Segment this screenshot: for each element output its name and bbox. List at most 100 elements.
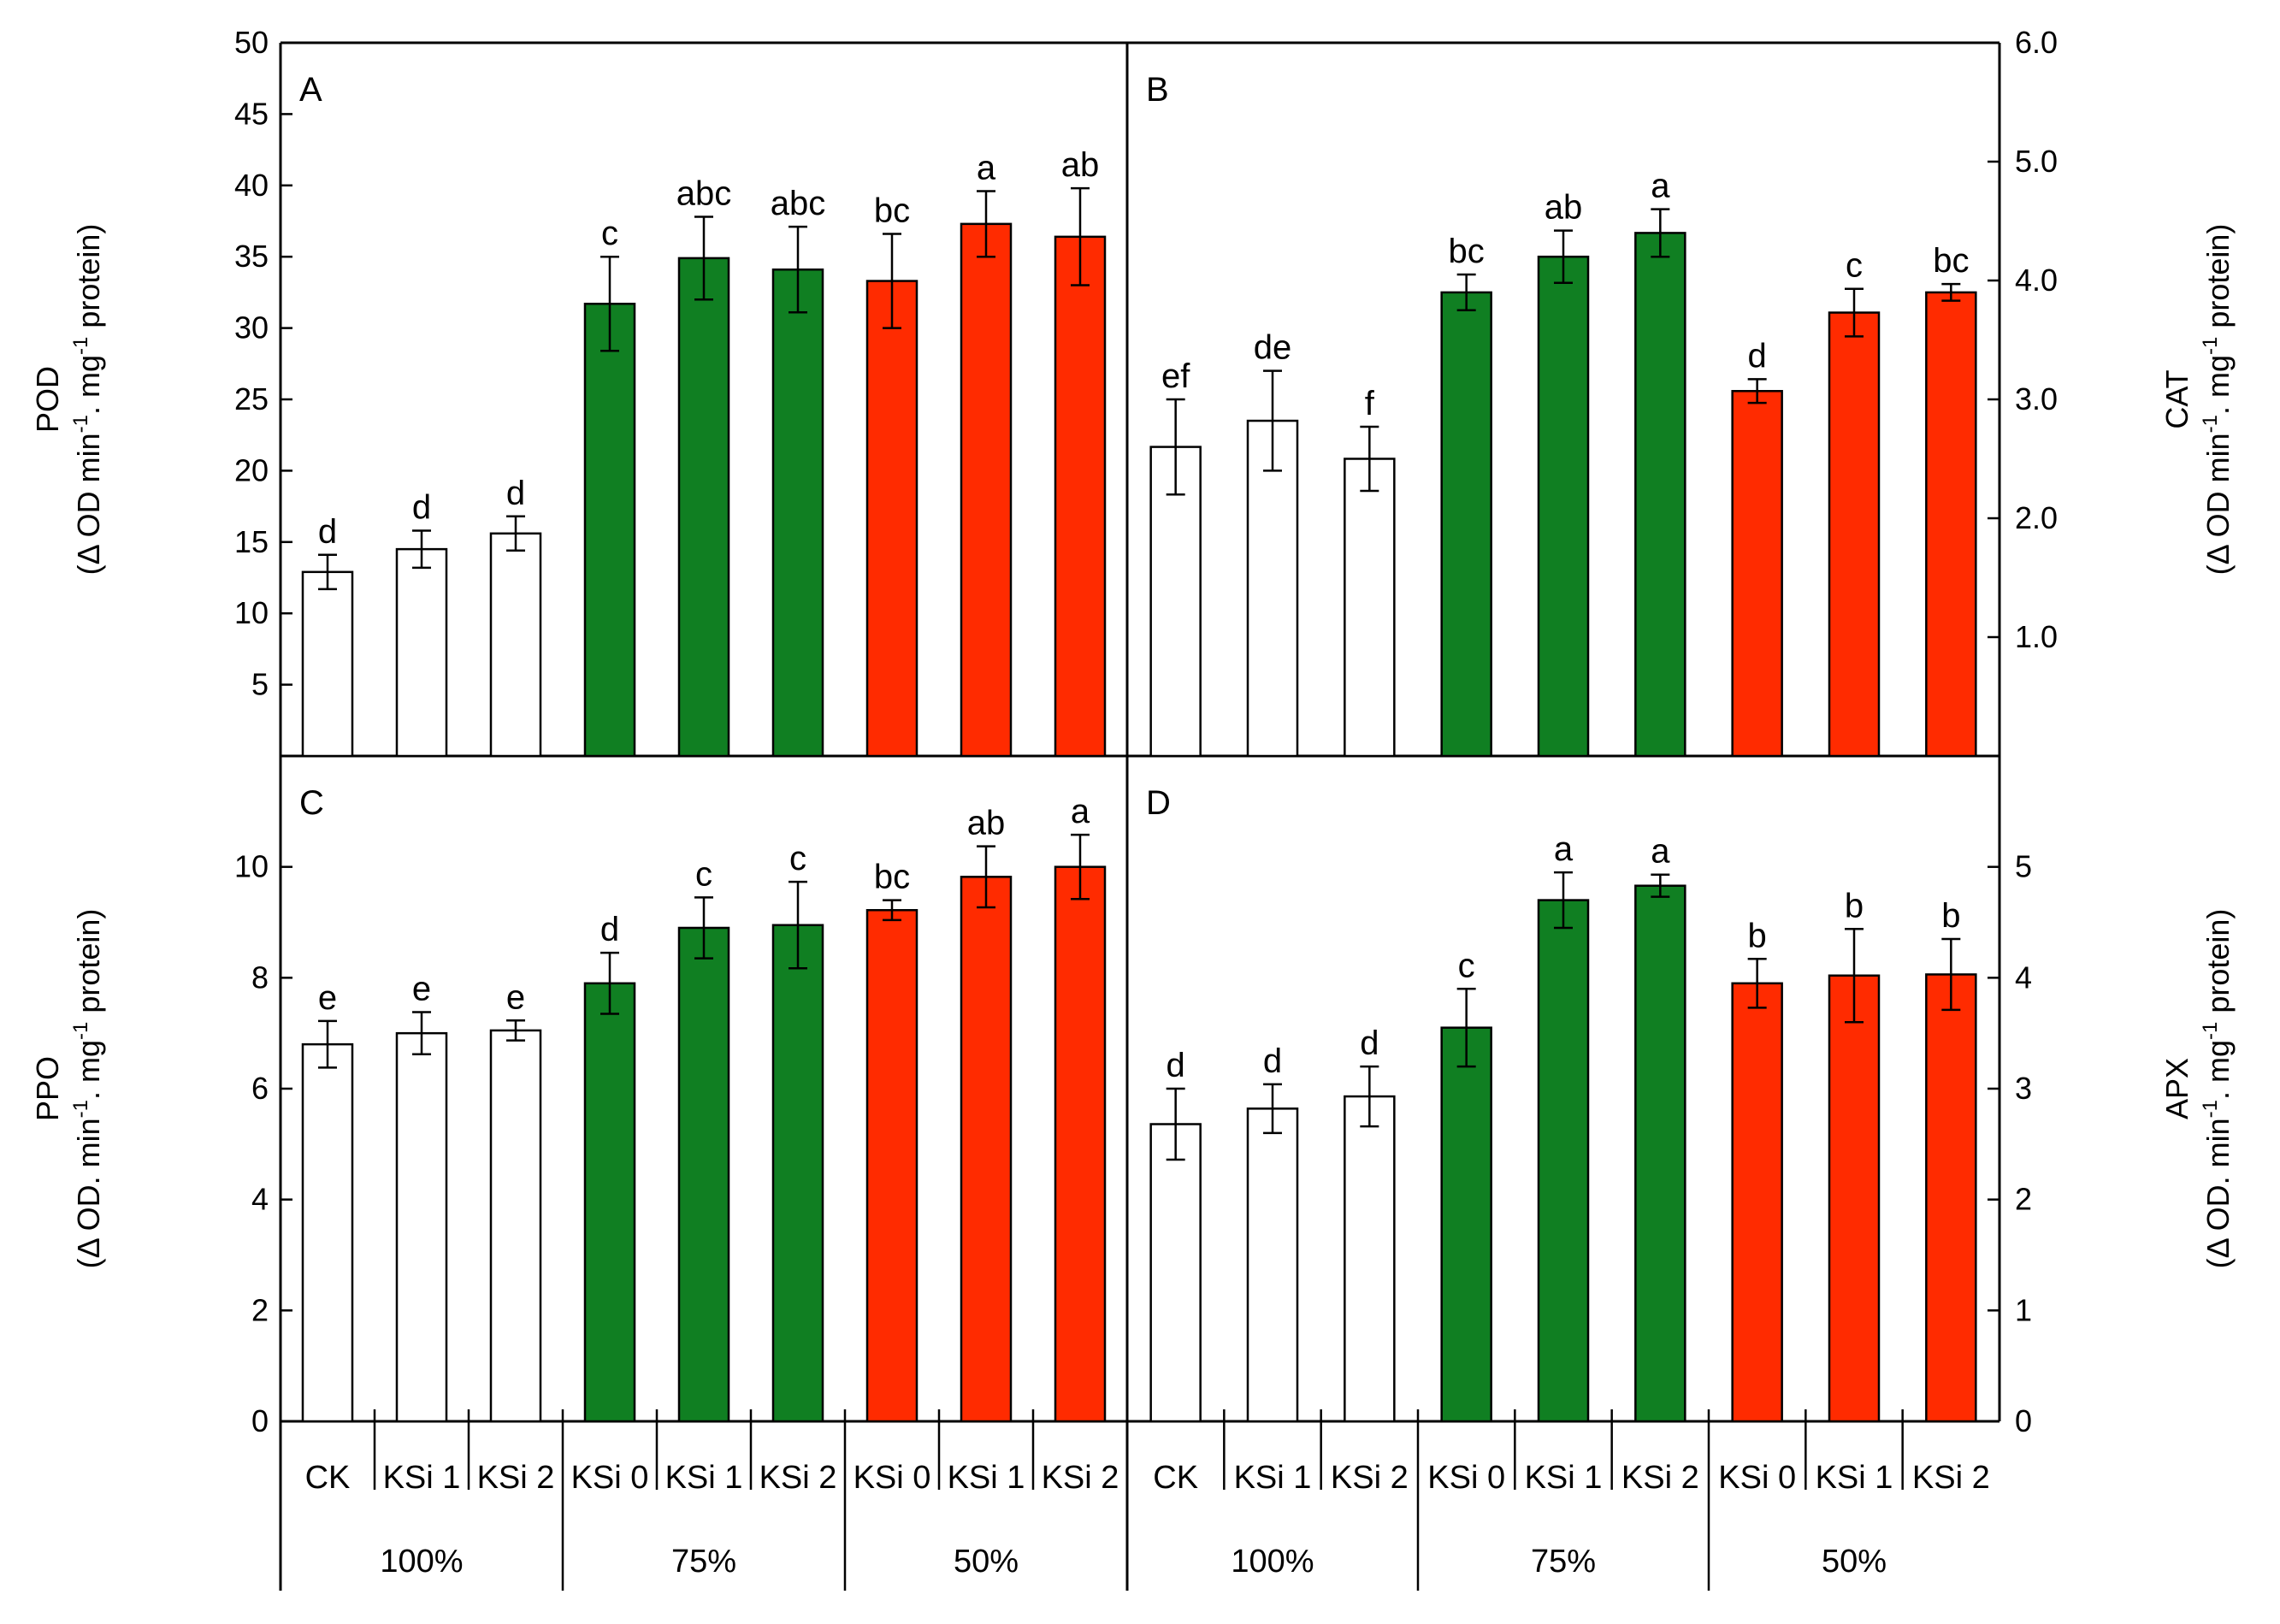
significance-letter: a <box>1071 793 1090 830</box>
y-tick-label: 0 <box>251 1403 269 1438</box>
significance-letter: bc <box>1933 242 1969 280</box>
y-title-segment: . mg <box>2200 355 2236 415</box>
bar <box>771 268 824 758</box>
x-group-label: 100% <box>1231 1544 1314 1580</box>
significance-letter: bc <box>874 192 910 230</box>
y-tick-label: 3.0 <box>2015 381 2058 416</box>
y-tick-label: 4 <box>251 1182 269 1217</box>
x-category-label: KSi 1 <box>383 1460 461 1496</box>
y-axis-title: CAT(Δ OD min-1. mg-1 protein) <box>2159 224 2236 576</box>
significance-letter: bc <box>1449 233 1485 270</box>
y-title-segment: protein) <box>71 909 106 1022</box>
bar <box>1054 235 1107 758</box>
bar <box>771 924 824 1423</box>
y-tick-label: 6.0 <box>2015 25 2058 60</box>
y-tick-label: 20 <box>234 452 269 487</box>
x-group-label: 50% <box>1822 1544 1887 1580</box>
x-category-label: KSi 1 <box>1525 1460 1603 1496</box>
x-category-label: KSi 2 <box>477 1460 555 1496</box>
bar <box>1246 1107 1299 1423</box>
y-tick-label: 3 <box>2015 1071 2032 1106</box>
y-axis-title: POD(Δ OD min-1. mg-1 protein) <box>30 224 106 576</box>
y-tick-label: 10 <box>234 595 269 630</box>
bar <box>677 257 730 758</box>
y-tick-label: 2 <box>251 1292 269 1327</box>
x-group-label: 75% <box>671 1544 736 1580</box>
y-title-segment: (Δ OD min <box>2200 433 2236 575</box>
y-axis-title-line1: POD <box>30 366 65 433</box>
bar <box>1634 232 1686 758</box>
bar <box>1925 291 1977 758</box>
superscript: -1 <box>2199 1022 2222 1040</box>
superscript: -1 <box>69 1100 92 1118</box>
significance-letter: d <box>1360 1025 1379 1062</box>
x-category-label: KSi 2 <box>1331 1460 1409 1496</box>
y-tick-label: 1.0 <box>2015 619 2058 654</box>
y-tick-label: 6 <box>251 1071 269 1106</box>
y-tick-label: 4.0 <box>2015 263 2058 298</box>
y-axis-title: PPO(Δ OD. min-1. mg-1 protein) <box>30 909 106 1269</box>
bar <box>865 908 918 1423</box>
x-category-label: KSi 1 <box>948 1460 1025 1496</box>
significance-letter: a <box>1651 833 1670 871</box>
significance-letter: c <box>1458 947 1475 984</box>
significance-letter: e <box>412 971 431 1008</box>
y-title-segment: (Δ OD min <box>71 433 106 575</box>
y-title-segment: . mg <box>2200 1040 2236 1100</box>
x-group-label: 100% <box>380 1544 463 1580</box>
significance-letter: d <box>600 911 619 948</box>
y-title-segment: (Δ OD. min <box>71 1118 106 1268</box>
y-tick-label: 40 <box>234 168 269 203</box>
x-category-label: KSi 2 <box>759 1460 837 1496</box>
bar <box>301 1042 354 1423</box>
bar <box>1634 884 1686 1423</box>
y-title-segment: (Δ OD. min <box>2200 1118 2236 1268</box>
y-tick-label: 25 <box>234 381 269 416</box>
significance-letter: ab <box>1061 146 1100 184</box>
frame-layer <box>279 41 2001 1591</box>
y-tick-label: 0 <box>2015 1403 2032 1438</box>
y-tick-label: 50 <box>234 25 269 60</box>
y-tick-label: 5.0 <box>2015 144 2058 179</box>
significance-letter: de <box>1254 329 1292 367</box>
panel-label: D <box>1146 784 1171 822</box>
significance-letter: d <box>1167 1047 1185 1084</box>
bar <box>1344 1095 1396 1423</box>
y-tick-label: 5 <box>251 667 269 702</box>
significance-letter: b <box>1845 887 1864 924</box>
bar <box>1149 446 1202 758</box>
y-tick-label: 2.0 <box>2015 500 2058 535</box>
y-axis-title-line2: (Δ OD min-1. mg-1 protein) <box>69 224 106 576</box>
panel-label: C <box>299 784 324 822</box>
significance-letter: c <box>695 855 712 893</box>
significance-letter: c <box>1846 247 1863 285</box>
superscript: -1 <box>2199 415 2222 433</box>
superscript: -1 <box>69 337 92 355</box>
significance-letter: d <box>506 475 525 512</box>
y-tick-label: 15 <box>234 524 269 559</box>
bar <box>1440 291 1492 758</box>
bar <box>489 532 542 758</box>
x-category-label: KSi 2 <box>1621 1460 1699 1496</box>
bar <box>677 926 730 1423</box>
significance-letter: a <box>977 149 996 186</box>
x-category-label: KSi 1 <box>1234 1460 1312 1496</box>
bar <box>1731 982 1783 1423</box>
bar <box>583 982 636 1423</box>
x-category-label: CK <box>1153 1460 1198 1496</box>
x-category-label: KSi 0 <box>571 1460 649 1496</box>
superscript: -1 <box>69 415 92 433</box>
y-title-segment: protein) <box>2200 909 2236 1022</box>
significance-letter: ab <box>967 805 1006 842</box>
y-title-segment: protein) <box>2200 224 2236 337</box>
significance-letter: abc <box>771 185 826 222</box>
y-title-segment: . mg <box>71 1040 106 1100</box>
x-group-label: 75% <box>1531 1544 1596 1580</box>
bar <box>960 222 1013 758</box>
significance-letter: a <box>1651 168 1670 205</box>
y-tick-label: 45 <box>234 96 269 131</box>
significance-letter: b <box>1941 897 1960 935</box>
x-category-label: KSi 2 <box>1042 1460 1119 1496</box>
y-title-segment: . mg <box>71 355 106 415</box>
